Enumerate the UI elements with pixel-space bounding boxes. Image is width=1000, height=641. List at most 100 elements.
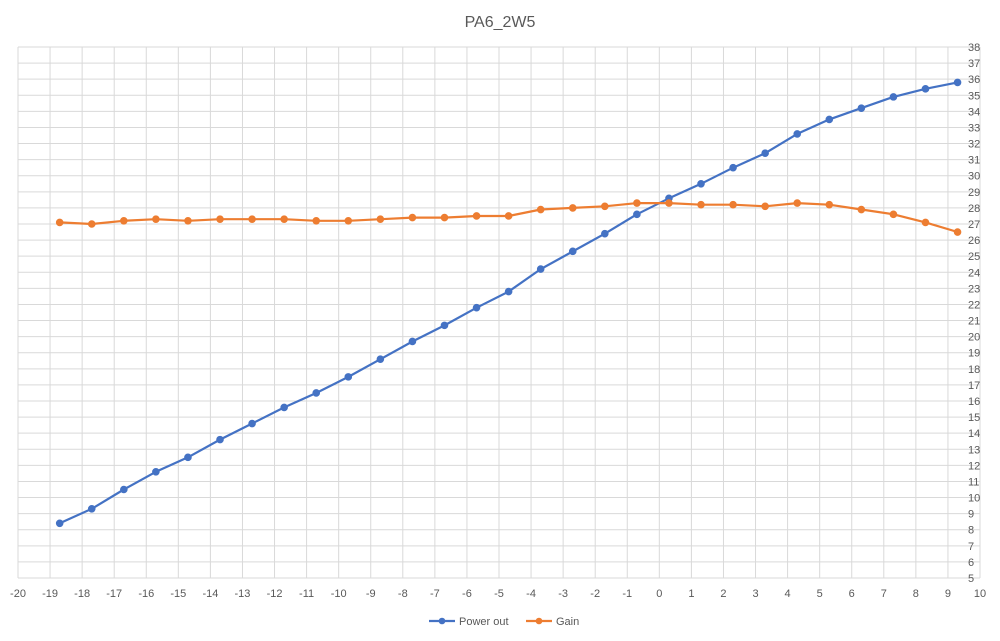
data-point-gain bbox=[953, 228, 962, 236]
x-tick-label: 5 bbox=[817, 588, 823, 600]
x-tick-label: -10 bbox=[331, 588, 347, 600]
y-tick-label: 12 bbox=[968, 460, 980, 472]
series-layer bbox=[55, 78, 962, 528]
data-point-power-out bbox=[825, 115, 834, 124]
data-point-gain bbox=[568, 204, 577, 212]
x-axis-tick-labels: -20 -19 -18 -17 -16 -15 -14 -13 -12 -11 -10 -9 -8 -7-… bbox=[10, 588, 986, 600]
data-point-power-out bbox=[216, 435, 224, 444]
legend-marker-gain bbox=[535, 617, 543, 625]
y-tick-label: 9 bbox=[968, 509, 974, 521]
data-point-power-out bbox=[504, 287, 513, 296]
x-tick-label: -13 bbox=[235, 588, 251, 600]
data-point-power-out bbox=[793, 130, 802, 138]
y-tick-label: 11 bbox=[968, 476, 979, 488]
x-tick-label: -20 bbox=[10, 588, 26, 600]
data-point-power-out bbox=[568, 247, 577, 256]
x-tick-label: 6 bbox=[849, 588, 855, 600]
data-point-gain bbox=[120, 216, 128, 225]
data-point-gain bbox=[825, 200, 834, 209]
y-tick-label: 24 bbox=[968, 267, 980, 279]
y-tick-label: 10 bbox=[968, 493, 980, 505]
legend-label-gain: Gain bbox=[556, 616, 579, 628]
data-point-gain bbox=[344, 216, 353, 225]
data-point-power-out bbox=[152, 468, 160, 476]
data-point-gain bbox=[216, 215, 224, 223]
legend-marker-power-out bbox=[438, 617, 446, 625]
x-tick-label: -14 bbox=[202, 588, 218, 600]
y-tick-label: 34 bbox=[968, 106, 980, 118]
x-tick-label: -2 bbox=[590, 588, 600, 600]
data-point-gain bbox=[665, 199, 673, 207]
data-point-gain bbox=[857, 205, 866, 214]
data-point-power-out bbox=[633, 210, 641, 219]
x-tick-label: 10 bbox=[974, 588, 986, 600]
data-point-gain bbox=[152, 215, 160, 223]
data-point-gain bbox=[793, 199, 802, 207]
y-tick-label: 21 bbox=[968, 316, 980, 328]
y-tick-label: 14 bbox=[968, 428, 980, 440]
data-point-gain bbox=[55, 218, 64, 227]
data-point-power-out bbox=[248, 419, 256, 428]
data-point-power-out bbox=[280, 403, 288, 412]
x-tick-label: 1 bbox=[688, 588, 694, 600]
data-point-power-out bbox=[440, 321, 449, 330]
data-point-power-out bbox=[857, 104, 866, 112]
data-point-power-out bbox=[120, 485, 128, 494]
gridlines bbox=[17, 46, 981, 579]
y-tick-label: 36 bbox=[968, 74, 980, 86]
x-tick-label: 8 bbox=[913, 588, 919, 600]
data-point-power-out bbox=[184, 453, 192, 462]
y-tick-label: 33 bbox=[968, 122, 980, 134]
data-point-gain bbox=[601, 202, 609, 211]
y-tick-label: 20 bbox=[968, 332, 980, 344]
x-tick-label: -8 bbox=[398, 588, 408, 600]
data-point-gain bbox=[312, 216, 321, 225]
y-tick-label: 18 bbox=[968, 364, 980, 376]
y-tick-label: 31 bbox=[968, 155, 980, 167]
data-point-power-out bbox=[761, 149, 769, 157]
y-tick-label: 15 bbox=[968, 412, 980, 424]
legend-label-power-out: Power out bbox=[459, 616, 509, 628]
x-tick-label: 4 bbox=[785, 588, 791, 600]
y-tick-label: 23 bbox=[968, 283, 980, 295]
y-tick-label: 25 bbox=[968, 251, 980, 263]
legend: Power out Gain bbox=[429, 616, 579, 628]
x-tick-label: -7 bbox=[430, 588, 440, 600]
y-tick-label: 7 bbox=[968, 541, 974, 553]
y-tick-label: 35 bbox=[968, 90, 980, 102]
y-tick-label: 30 bbox=[968, 171, 980, 183]
x-tick-label: 3 bbox=[752, 588, 758, 600]
x-tick-label: -12 bbox=[267, 588, 283, 600]
data-point-power-out bbox=[921, 85, 930, 93]
data-point-gain bbox=[184, 216, 192, 225]
y-tick-label: 19 bbox=[968, 348, 980, 360]
data-point-gain bbox=[472, 212, 481, 220]
x-tick-label: -4 bbox=[526, 588, 536, 600]
data-point-gain bbox=[761, 202, 769, 211]
data-point-power-out bbox=[55, 519, 64, 528]
y-tick-label: 28 bbox=[968, 203, 980, 215]
data-point-power-out bbox=[312, 389, 321, 397]
data-point-power-out bbox=[376, 355, 385, 363]
data-point-gain bbox=[87, 220, 96, 228]
data-point-power-out bbox=[472, 303, 481, 312]
data-point-power-out bbox=[601, 229, 609, 238]
x-tick-label: -15 bbox=[170, 588, 186, 600]
x-tick-label: 2 bbox=[720, 588, 726, 600]
data-point-gain bbox=[889, 210, 898, 219]
data-point-power-out bbox=[536, 265, 545, 273]
x-tick-label: 0 bbox=[656, 588, 662, 600]
x-tick-label: -17 bbox=[106, 588, 122, 600]
x-tick-label: -9 bbox=[366, 588, 376, 600]
y-axis-tick-labels: 5 6 7 8 9 10 11 12 13 14 15 16 17 18 19 20 21 22 23 24 25 26 2… bbox=[968, 42, 980, 585]
x-tick-label: -16 bbox=[138, 588, 154, 600]
data-point-gain bbox=[440, 213, 449, 222]
data-point-power-out bbox=[344, 373, 353, 381]
y-tick-label: 6 bbox=[968, 557, 974, 569]
x-tick-label: -18 bbox=[74, 588, 90, 600]
y-tick-label: 26 bbox=[968, 235, 980, 247]
series-line-power-out bbox=[58, 81, 959, 525]
y-tick-label: 16 bbox=[968, 396, 980, 408]
